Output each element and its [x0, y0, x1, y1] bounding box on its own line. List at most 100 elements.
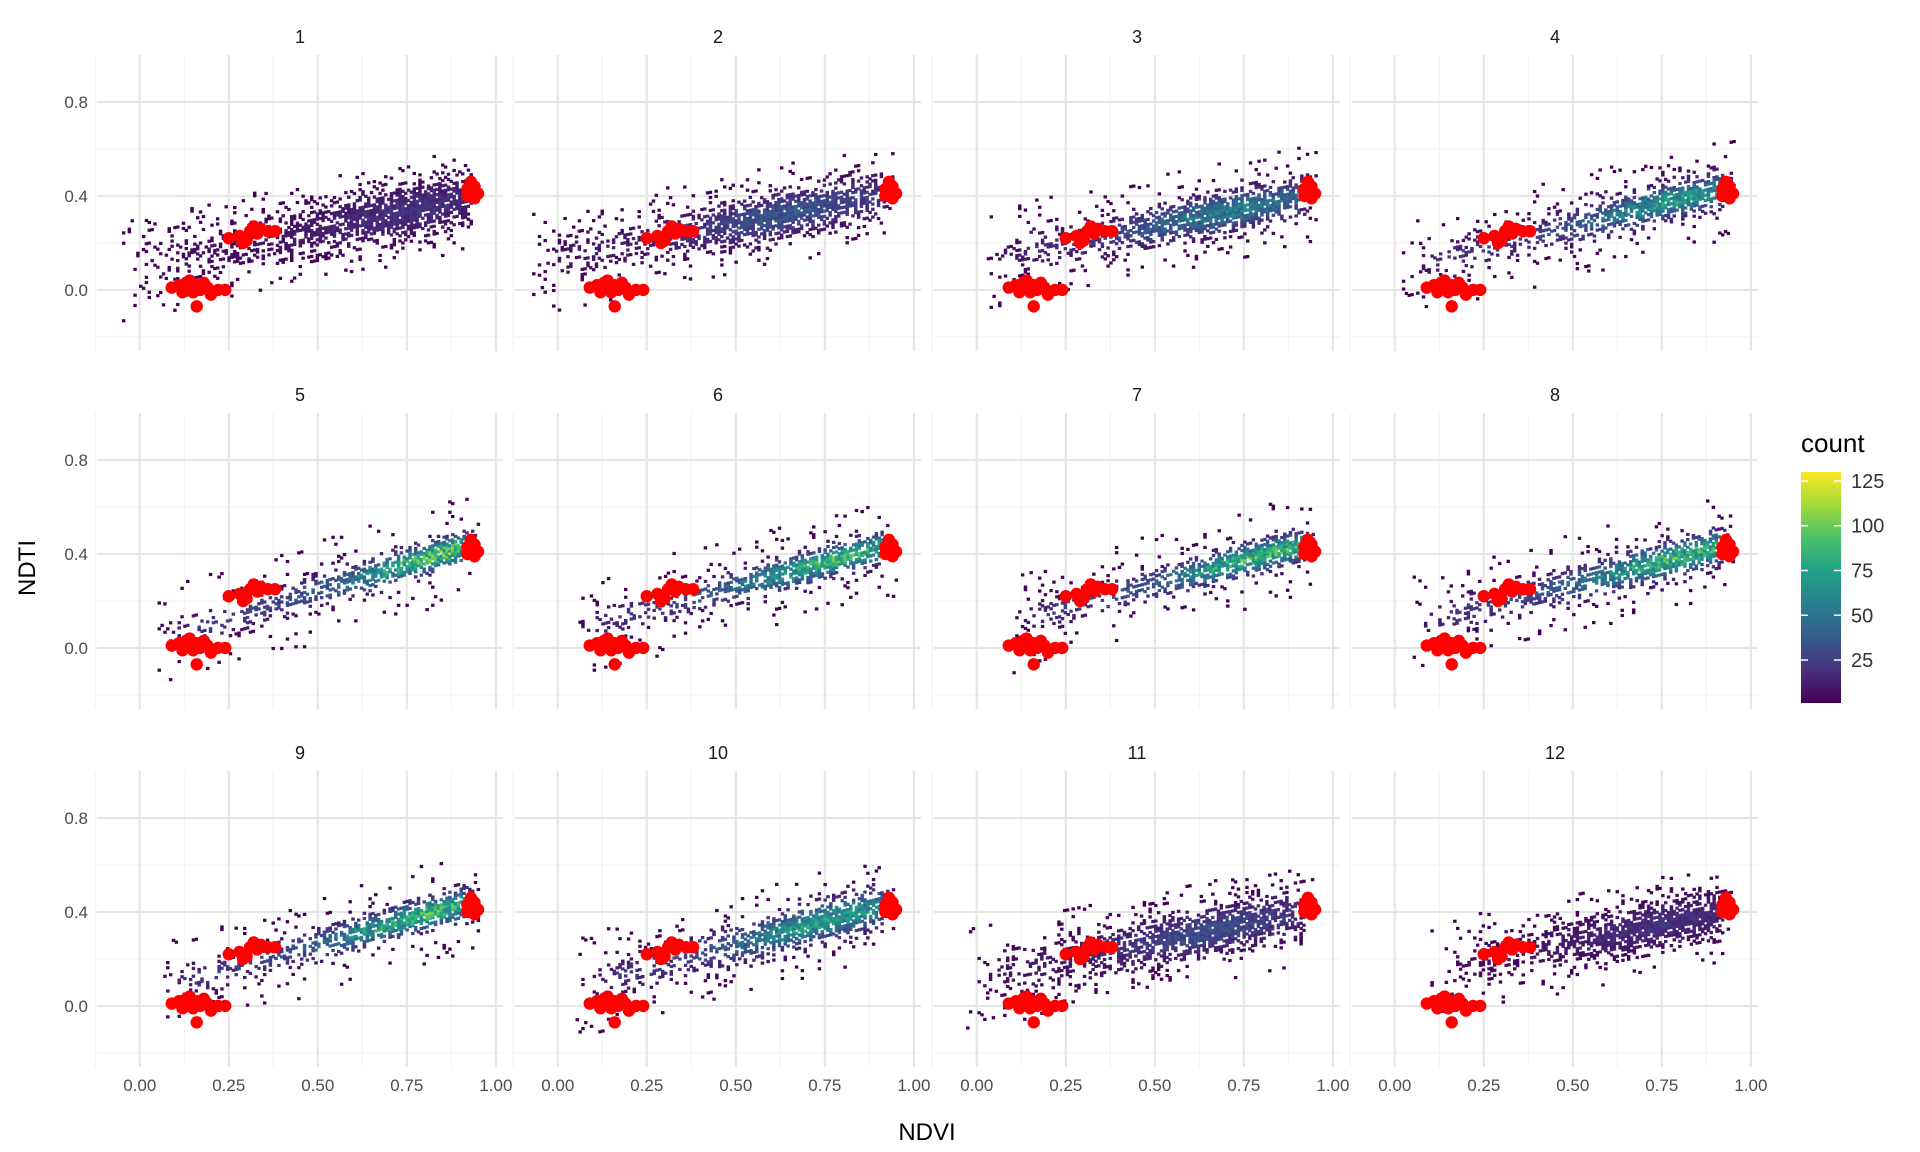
density-cell: [449, 203, 454, 207]
density-cell: [1458, 255, 1463, 259]
density-cell: [412, 215, 416, 219]
density-cell: [1487, 224, 1491, 228]
density-cell: [295, 188, 300, 192]
density-cell: [1134, 217, 1139, 221]
density-cell: [378, 209, 382, 214]
density-cell: [1183, 213, 1187, 217]
density-cell: [717, 230, 721, 234]
density-cell: [1609, 165, 1614, 169]
density-cell: [412, 200, 416, 204]
density-cell: [591, 219, 596, 223]
density-cell: [1598, 204, 1602, 208]
density-cell: [768, 225, 773, 229]
density-cell: [211, 621, 216, 625]
density-cell: [384, 224, 388, 228]
density-cell: [728, 233, 733, 237]
density-cell: [1177, 185, 1182, 189]
density-cell: [196, 216, 200, 220]
density-cell: [1166, 221, 1170, 225]
density-cell: [1490, 252, 1494, 256]
density-cell: [680, 237, 684, 241]
density-cell: [1254, 180, 1258, 185]
density-cell: [1169, 239, 1173, 243]
density-cell: [683, 255, 687, 259]
density-cell: [1191, 237, 1196, 241]
density-cell: [831, 189, 835, 193]
density-cell: [1188, 204, 1193, 208]
density-cell: [398, 198, 402, 202]
density-cell: [543, 277, 547, 281]
density-cell: [408, 548, 412, 552]
density-cell: [1154, 221, 1159, 225]
density-cell: [1211, 179, 1216, 183]
density-cell: [737, 244, 741, 248]
density-cell: [426, 228, 431, 232]
density-cell: [395, 219, 399, 223]
density-cell: [1129, 244, 1133, 248]
density-cell: [412, 223, 416, 227]
density-cell: [742, 217, 747, 221]
density-cell: [546, 261, 550, 265]
density-cell: [456, 536, 461, 540]
density-cell: [409, 221, 414, 225]
density-cell: [455, 191, 459, 195]
density-cell: [1706, 180, 1711, 184]
density-cell: [388, 580, 392, 584]
density-cell: [441, 194, 445, 198]
density-cell: [1126, 273, 1130, 277]
density-cell: [352, 204, 357, 208]
density-cell: [1248, 207, 1253, 212]
density-cell: [754, 233, 758, 237]
density-cell: [446, 172, 451, 176]
density-cell: [278, 245, 283, 249]
density-cell: [805, 205, 810, 209]
density-cell: [157, 601, 161, 605]
density-cell: [1203, 250, 1207, 254]
density-cell: [1020, 273, 1025, 277]
density-cell: [432, 154, 436, 159]
density-cell: [1663, 195, 1668, 200]
density-cell: [243, 611, 247, 615]
facet-panel-4: 4: [1349, 27, 1758, 351]
density-cell: [1149, 237, 1153, 242]
density-cell: [675, 605, 679, 609]
density-cell: [418, 178, 422, 182]
density-cell: [204, 245, 209, 249]
density-cell: [314, 597, 318, 601]
density-cell: [459, 538, 463, 542]
density-cell: [1632, 201, 1637, 205]
density-cell: [1698, 189, 1702, 194]
density-cell: [378, 253, 382, 257]
density-cell: [1461, 269, 1466, 274]
density-cell: [766, 555, 770, 559]
density-cell: [1208, 223, 1213, 227]
density-cell: [1701, 191, 1705, 195]
density-cell: [292, 229, 297, 234]
density-cell: [177, 621, 181, 625]
density-cell: [208, 627, 213, 631]
density-cell: [422, 570, 426, 574]
density-cell: [797, 227, 801, 231]
density-cell: [532, 212, 536, 216]
density-cell: [375, 205, 379, 209]
reference-point: [1013, 286, 1026, 299]
density-cell: [416, 556, 421, 560]
density-cell: [396, 567, 401, 571]
density-cell: [745, 245, 750, 249]
density-cell: [1251, 207, 1256, 211]
density-cell: [1478, 229, 1483, 233]
density-cell: [396, 575, 401, 579]
density-cell: [1544, 256, 1548, 261]
density-cell: [456, 546, 461, 550]
density-cell: [839, 200, 844, 205]
density-cell: [396, 603, 401, 607]
density-cell: [779, 197, 784, 201]
density-cell: [334, 542, 338, 546]
density-cell: [337, 554, 341, 558]
density-cell: [1473, 228, 1477, 232]
density-cell: [304, 230, 308, 234]
density-cell: [207, 270, 211, 274]
density-cell: [181, 255, 186, 259]
density-cell: [309, 218, 314, 222]
